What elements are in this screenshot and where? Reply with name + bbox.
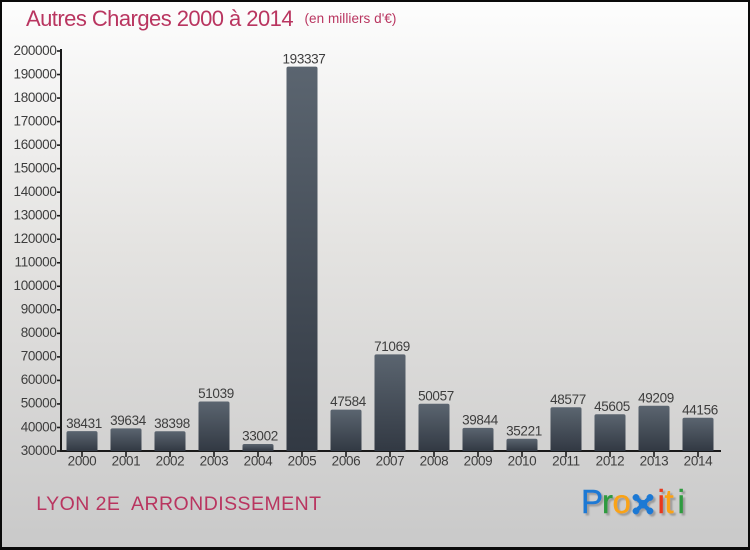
svg-text:33002: 33002: [242, 429, 278, 444]
svg-text:50057: 50057: [418, 388, 454, 403]
svg-text:t: t: [665, 483, 674, 520]
svg-text:120000: 120000: [14, 231, 57, 246]
svg-text:40000: 40000: [21, 419, 57, 434]
svg-text:2005: 2005: [288, 453, 317, 468]
svg-text:2008: 2008: [420, 453, 449, 468]
svg-text:47584: 47584: [330, 394, 367, 409]
svg-text:38398: 38398: [154, 416, 190, 431]
svg-text:2004: 2004: [244, 453, 273, 468]
svg-text:71069: 71069: [374, 339, 410, 354]
svg-text:2007: 2007: [376, 453, 405, 468]
svg-text:60000: 60000: [21, 372, 57, 387]
svg-text:r: r: [602, 483, 613, 520]
svg-text:2012: 2012: [596, 453, 625, 468]
svg-text:i: i: [678, 483, 685, 520]
svg-text:2010: 2010: [508, 453, 537, 468]
svg-text:140000: 140000: [14, 184, 57, 199]
svg-text:110000: 110000: [15, 255, 57, 270]
svg-text:39844: 39844: [462, 412, 499, 427]
svg-text:2006: 2006: [332, 453, 361, 468]
svg-text:50000: 50000: [21, 396, 57, 411]
svg-text:39634: 39634: [110, 413, 147, 428]
svg-text:2014: 2014: [684, 453, 713, 468]
svg-text:2011: 2011: [552, 453, 580, 468]
svg-text:100000: 100000: [14, 278, 57, 293]
svg-text:90000: 90000: [21, 302, 57, 317]
svg-text:150000: 150000: [14, 160, 57, 175]
svg-text:35221: 35221: [506, 423, 542, 438]
svg-text:2001: 2001: [112, 453, 141, 468]
svg-text:190000: 190000: [14, 66, 57, 81]
svg-text:i: i: [658, 483, 665, 520]
svg-text:130000: 130000: [14, 208, 57, 223]
svg-text:2002: 2002: [156, 453, 185, 468]
svg-text:2009: 2009: [464, 453, 493, 468]
svg-text:45605: 45605: [594, 399, 630, 414]
svg-text:160000: 160000: [14, 137, 57, 152]
svg-text:49209: 49209: [638, 390, 674, 405]
svg-text:170000: 170000: [14, 113, 57, 128]
svg-text:2013: 2013: [640, 453, 669, 468]
svg-text:P: P: [581, 483, 603, 520]
svg-text:2003: 2003: [200, 453, 229, 468]
svg-text:44156: 44156: [682, 402, 718, 417]
svg-text:2000: 2000: [68, 453, 97, 468]
svg-text:80000: 80000: [21, 325, 57, 340]
svg-text:51039: 51039: [198, 386, 234, 401]
svg-text:180000: 180000: [14, 90, 57, 105]
svg-text:193337: 193337: [283, 51, 326, 66]
svg-text:48577: 48577: [550, 392, 586, 407]
svg-text:200000: 200000: [14, 43, 57, 58]
svg-text:70000: 70000: [21, 349, 57, 364]
svg-text:38431: 38431: [66, 416, 102, 431]
svg-text:o: o: [613, 483, 631, 520]
svg-text:30000: 30000: [21, 443, 57, 458]
